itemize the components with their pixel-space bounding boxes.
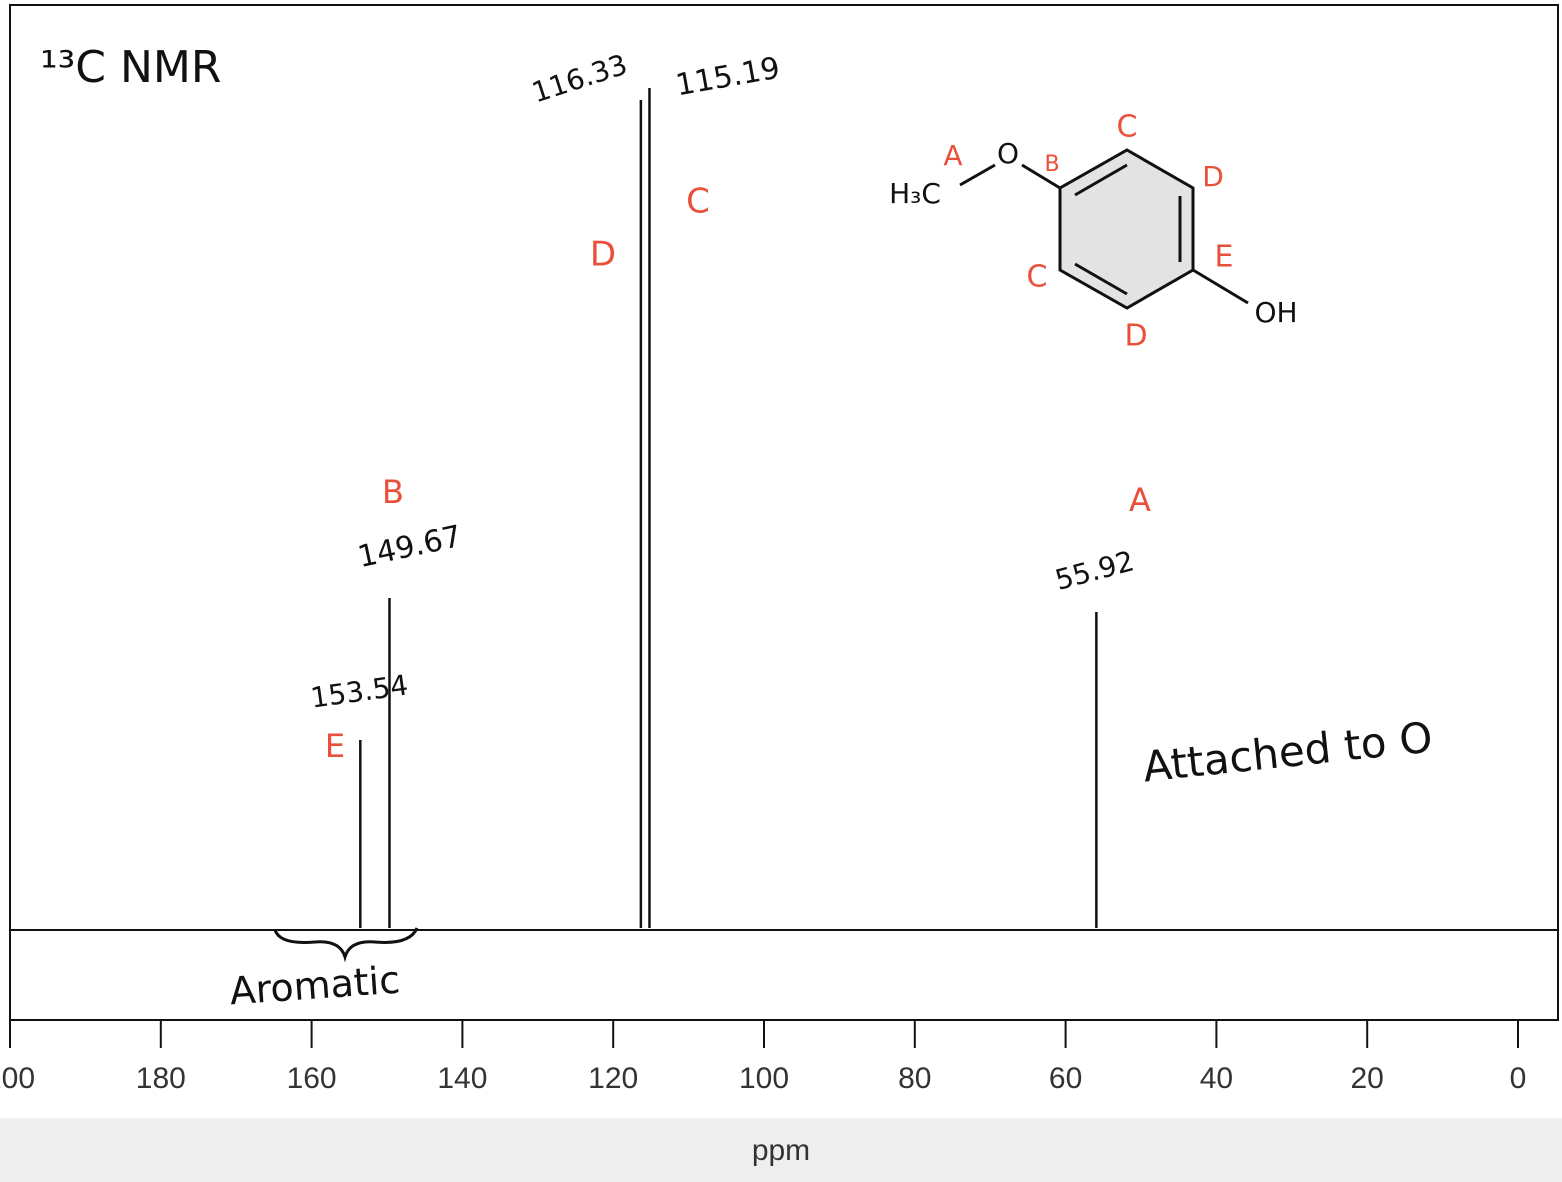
ring xyxy=(1058,148,1195,310)
bond xyxy=(1074,262,1128,296)
position: D xyxy=(1202,160,1224,193)
peak-label: 115.19 xyxy=(673,51,782,104)
peak-label: 55.92 xyxy=(1052,544,1138,597)
x-tick-label: 180 xyxy=(136,1062,186,1095)
position: A xyxy=(943,139,962,172)
atom: O xyxy=(997,137,1019,170)
atom: H₃C xyxy=(889,177,941,210)
assignment: B xyxy=(382,473,404,511)
x-tick-label: 140 xyxy=(437,1062,487,1095)
x-tick-label: 100 xyxy=(739,1062,789,1095)
assignment: E xyxy=(325,727,345,765)
annotation: Attached to O xyxy=(1141,712,1435,791)
chart-title: ¹³C NMR xyxy=(40,42,221,93)
x-tick-label: 160 xyxy=(287,1062,337,1095)
position: E xyxy=(1215,240,1234,275)
x-tick-label: 120 xyxy=(588,1062,638,1095)
assignment: D xyxy=(590,235,616,275)
position: D xyxy=(1124,319,1147,354)
bond xyxy=(959,163,996,187)
bottom-band xyxy=(0,1118,1562,1182)
frame xyxy=(9,4,1559,1021)
x-tick-label: 60 xyxy=(1049,1062,1082,1095)
peak-label: 149.67 xyxy=(355,519,465,575)
position: B xyxy=(1044,152,1059,177)
x-axis-label: ppm xyxy=(752,1134,810,1167)
assignment: A xyxy=(1129,481,1151,519)
plot-area xyxy=(359,88,1098,928)
structure: H₃C O OH A B C D C D E xyxy=(889,110,1297,354)
peak-label: 116.33 xyxy=(528,48,631,110)
bond xyxy=(1074,163,1128,197)
assignment: C xyxy=(686,182,710,222)
x-tick-label: 40 xyxy=(1200,1062,1233,1095)
x-tick-label: 20 xyxy=(1351,1062,1384,1095)
bond xyxy=(1021,163,1061,190)
bond xyxy=(1192,268,1249,305)
x-tick-label: 200 xyxy=(0,1062,35,1095)
peak-label: 153.54 xyxy=(308,668,410,714)
atom: OH xyxy=(1254,296,1297,329)
brace xyxy=(273,927,419,963)
position: C xyxy=(1117,110,1138,145)
position: C xyxy=(1027,260,1048,295)
x-tick-label: 0 xyxy=(1510,1062,1527,1095)
x-tick-label: 80 xyxy=(898,1062,931,1095)
annotation: Aromatic xyxy=(228,958,401,1014)
